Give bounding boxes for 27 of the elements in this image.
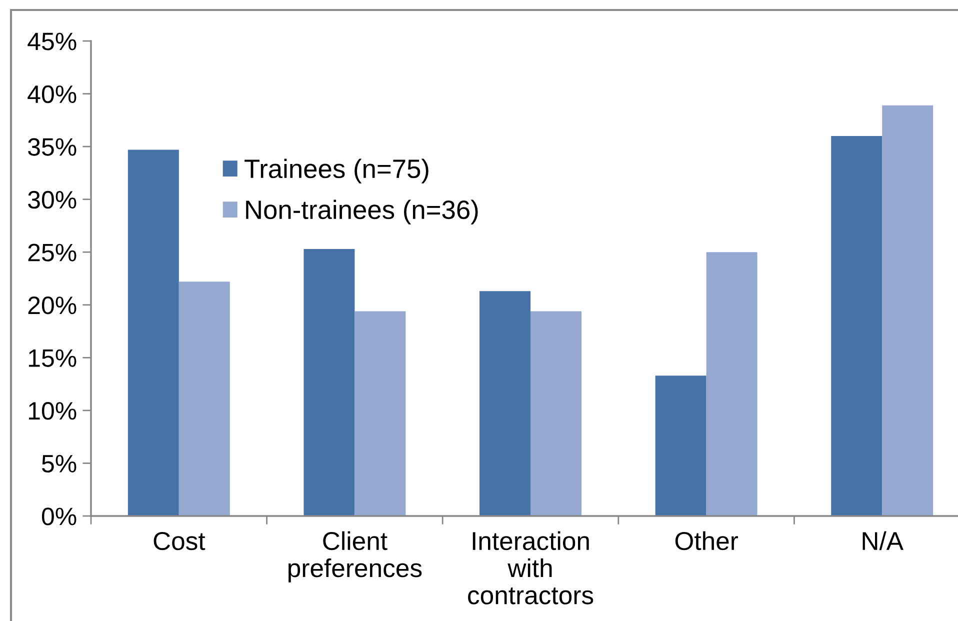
x-tick-label: Other	[675, 531, 738, 550]
y-tick-label: 45%	[28, 32, 76, 50]
bar	[178, 282, 230, 516]
legend-label: Non-trainees (n=36)	[246, 200, 478, 224]
bar	[480, 291, 530, 516]
bar	[706, 252, 758, 516]
y-tick-label: 20%	[28, 296, 76, 314]
x-tick-label: Cost	[154, 532, 206, 550]
x-tick-label: Interaction with contractors	[468, 531, 594, 604]
y-tick-label: 10%	[28, 402, 76, 420]
y-tick-label: 35%	[28, 138, 76, 156]
bar	[304, 248, 355, 516]
y-tick-label: 25%	[28, 244, 76, 262]
y-tick-label: 40%	[28, 85, 76, 104]
y-tick-label: 30%	[28, 190, 76, 209]
bar	[354, 311, 406, 516]
x-tick-label: N/A	[862, 531, 904, 550]
legend-label: Trainees (n=75)	[244, 158, 428, 184]
bar	[831, 136, 882, 516]
bar	[128, 150, 179, 516]
bar	[530, 311, 582, 516]
y-tick-label: 5%	[42, 454, 76, 473]
bar	[882, 105, 934, 516]
y-tick-label: 15%	[28, 349, 76, 367]
bar	[655, 376, 706, 516]
y-tick-label: 0%	[42, 508, 76, 526]
x-tick-label: Client preferences	[288, 531, 422, 582]
